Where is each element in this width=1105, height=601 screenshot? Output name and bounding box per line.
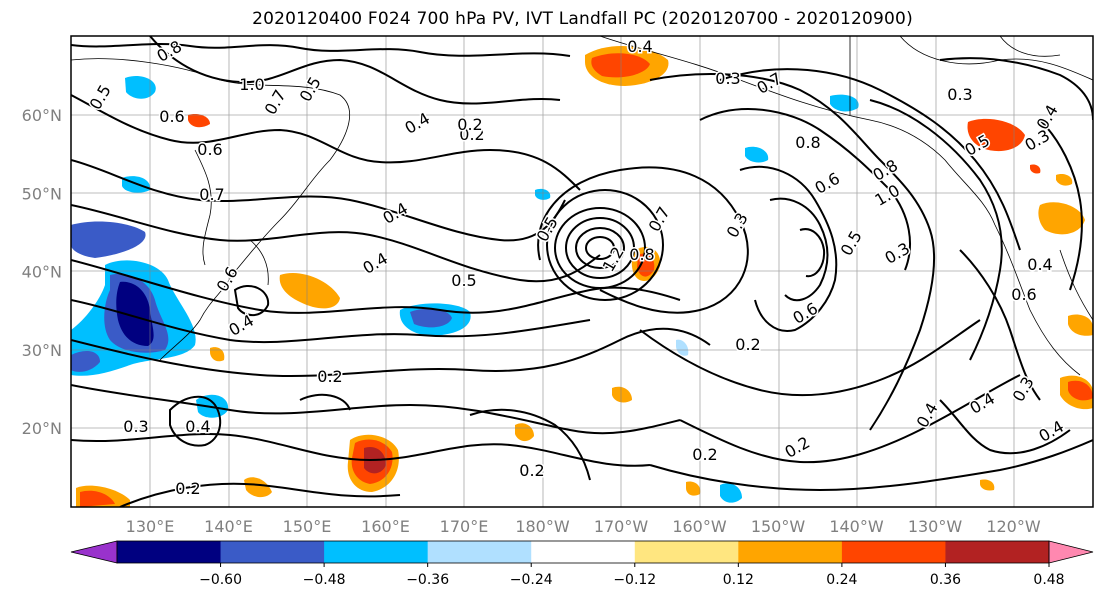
contour-label: 0.2 [735,335,760,354]
contour-label: 0.3 [715,69,740,88]
contour-label: 0.4 [185,417,210,436]
colorbar-level-label: 0.24 [826,572,857,588]
colorbar-segment [738,541,843,563]
contour-label: 0.6 [197,140,222,159]
lat-tick-label: 50°N [22,184,62,203]
colorbar [70,540,1094,564]
lon-tick-label: 120°W [986,517,1041,536]
lon-tick-label: 130°E [126,517,175,536]
contour-label: 0.4 [627,37,652,56]
colorbar-segment [427,541,532,563]
lat-tick-label: 20°N [22,419,62,438]
lon-tick-label: 150°E [283,517,332,536]
colorbar-level-label: −0.12 [613,572,656,588]
contour-label: 0.2 [457,115,482,134]
colorbar-segment [531,541,636,563]
contour-label: 0.2 [519,461,544,480]
lat-axis: 20°N 30°N 40°N 50°N 60°N [22,106,62,438]
lat-tick-label: 40°N [22,263,62,282]
contour-label: 0.6 [159,107,184,126]
lon-tick-label: 140°E [204,517,253,536]
colorbar-segment [220,541,325,563]
lon-tick-label: 170°E [440,517,489,536]
lat-tick-label: 30°N [22,341,62,360]
colorbar-segment [841,541,946,563]
colorbar-level-label: −0.48 [303,572,346,588]
contour-label: 1.0 [239,75,264,94]
contour-label: 0.3 [123,417,148,436]
chart-title: 2020120400 F024 700 hPa PV, IVT Landfall… [252,9,913,29]
contour-label: 0.4 [1027,255,1052,274]
lat-tick-label: 60°N [22,106,62,125]
colorbar-level-label: −0.36 [406,572,449,588]
colorbar-extend-high [1048,540,1094,564]
colorbar-segment [117,541,222,563]
colorbar-segment [324,541,429,563]
contour-label: 0.8 [795,133,820,152]
contour-label: 0.3 [947,85,972,104]
contour-label: 0.2 [175,479,200,498]
colorbar-labels: −0.60 −0.48 −0.36 −0.24 −0.12 0.12 0.24 0.36 0.4… [199,563,1065,588]
lon-tick-label: 150°W [751,517,806,536]
map-frame [70,35,1094,508]
lon-tick-label: 180°W [515,517,570,536]
colorbar-level-label: −0.60 [199,572,242,588]
contour-label: 0.2 [459,125,484,144]
contour-label: 0.8 [629,245,654,264]
lon-tick-label: 160°E [361,517,410,536]
lon-tick-label: 130°W [908,517,963,536]
lon-tick-label: 160°W [672,517,727,536]
colorbar-level-label: 0.36 [930,572,961,588]
contour-label: 0.5 [451,271,476,290]
colorbar-extend-low [70,540,118,564]
contour-label: 0.2 [317,367,342,386]
pv-contours [71,36,1093,507]
colorbar-level-label: 0.12 [723,572,754,588]
lon-axis: 130°E 140°E 150°E 160°E 170°E 180°W 170°W 160°W… [126,517,1041,536]
colorbar-segment [634,541,739,563]
colorbar-level-label: 0.48 [1033,572,1064,588]
colorbar-level-label: −0.24 [510,572,553,588]
contour-label: 0.2 [692,445,717,464]
lon-tick-label: 140°W [829,517,884,536]
lon-tick-label: 170°W [594,517,649,536]
colorbar-segment [945,541,1050,563]
contour-label: 0.6 [1011,285,1036,304]
colorbar-frame [116,540,1050,564]
contour-label: 0.7 [199,185,224,204]
